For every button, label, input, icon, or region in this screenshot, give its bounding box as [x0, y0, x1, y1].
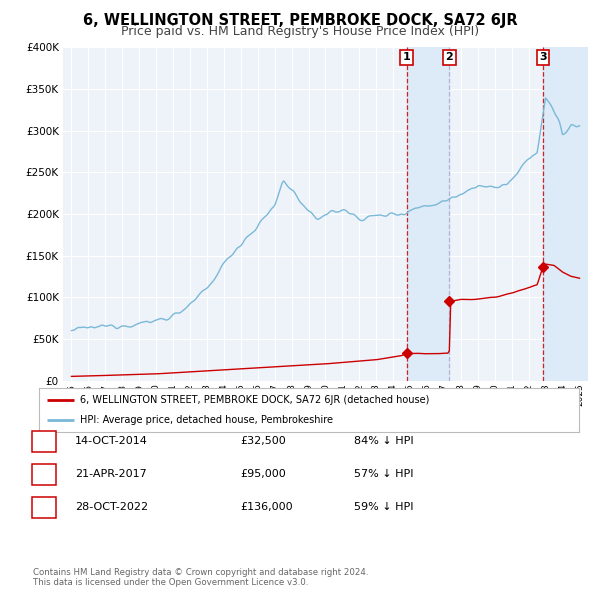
Text: £95,000: £95,000: [240, 470, 286, 479]
Text: 21-APR-2017: 21-APR-2017: [75, 470, 147, 479]
Text: 6, WELLINGTON STREET, PEMBROKE DOCK, SA72 6JR (detached house): 6, WELLINGTON STREET, PEMBROKE DOCK, SA7…: [79, 395, 429, 405]
Text: Price paid vs. HM Land Registry's House Price Index (HPI): Price paid vs. HM Land Registry's House …: [121, 25, 479, 38]
Text: 2: 2: [41, 470, 48, 479]
Text: 59% ↓ HPI: 59% ↓ HPI: [354, 503, 413, 512]
Text: £136,000: £136,000: [240, 503, 293, 512]
Text: 3: 3: [539, 52, 547, 62]
Text: 6, WELLINGTON STREET, PEMBROKE DOCK, SA72 6JR: 6, WELLINGTON STREET, PEMBROKE DOCK, SA7…: [83, 13, 517, 28]
Text: £32,500: £32,500: [240, 437, 286, 446]
Text: 28-OCT-2022: 28-OCT-2022: [75, 503, 148, 512]
Text: HPI: Average price, detached house, Pembrokeshire: HPI: Average price, detached house, Pemb…: [79, 415, 332, 425]
Text: 14-OCT-2014: 14-OCT-2014: [75, 437, 148, 446]
Bar: [543, 47, 588, 381]
Text: 3: 3: [41, 503, 48, 512]
Bar: [407, 47, 449, 381]
Text: 1: 1: [41, 437, 48, 446]
Text: 1: 1: [403, 52, 410, 62]
Text: 57% ↓ HPI: 57% ↓ HPI: [354, 470, 413, 479]
Text: Contains HM Land Registry data © Crown copyright and database right 2024.
This d: Contains HM Land Registry data © Crown c…: [33, 568, 368, 587]
Text: 84% ↓ HPI: 84% ↓ HPI: [354, 437, 413, 446]
Text: 2: 2: [445, 52, 453, 62]
